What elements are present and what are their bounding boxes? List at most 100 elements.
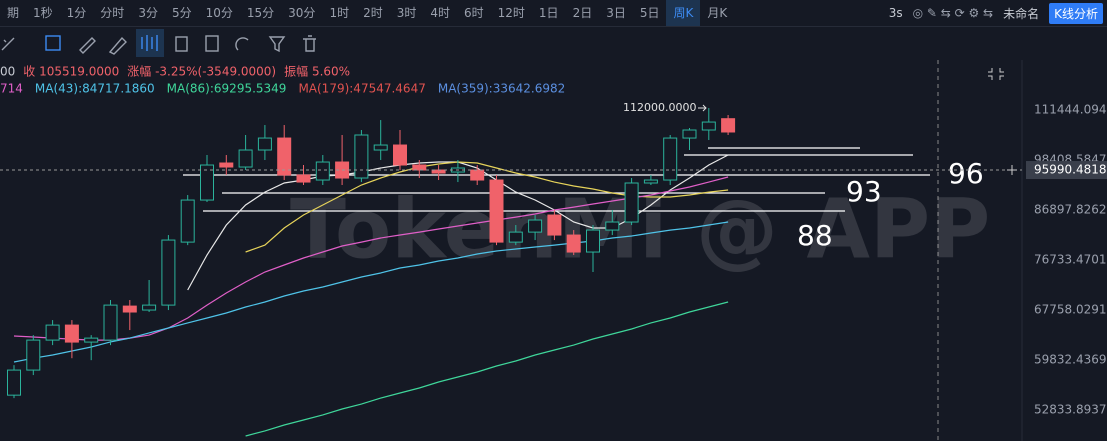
period[interactable]: 10分: [205, 6, 233, 20]
period[interactable]: 2时: [363, 6, 383, 20]
candle-body: [180, 199, 195, 243]
period[interactable]: 6时: [464, 6, 484, 20]
period[interactable]: 2日: [572, 6, 593, 20]
period[interactable]: 12时: [497, 6, 525, 20]
candle-body: [470, 169, 485, 181]
ma-line: [13, 221, 729, 363]
refresh[interactable]: 3s: [888, 6, 903, 20]
candle-body: [103, 304, 118, 341]
candle-body: [200, 164, 214, 201]
period[interactable]: 周K: [666, 0, 701, 26]
period[interactable]: 4时: [430, 6, 450, 20]
candle-body: [393, 144, 407, 166]
candle-body: [663, 137, 678, 181]
tool-icons: [1, 29, 316, 57]
current-price-box: [1026, 161, 1107, 180]
candle-body: [296, 174, 311, 183]
max-label: 112000.0000: [623, 101, 696, 114]
period[interactable]: 1分: [66, 6, 87, 20]
tool-line: [1, 37, 15, 51]
candle-body: [219, 162, 234, 168]
candle-body: [624, 182, 639, 223]
period[interactable]: 5日: [639, 6, 660, 20]
current-price-label: 95990.4818: [1034, 163, 1107, 177]
period[interactable]: 3时: [396, 6, 417, 20]
analysis-button[interactable]: K线分析: [1049, 2, 1103, 24]
candle-body: [45, 324, 60, 341]
candle-body: [682, 129, 697, 139]
period[interactable]: 分时: [100, 6, 125, 20]
y-tick-label: 86897.8262: [1034, 203, 1107, 217]
period[interactable]: 1秒: [33, 6, 53, 20]
ma-line: [245, 161, 729, 253]
legend-item: MA(179):47547.4647: [298, 82, 425, 96]
info-item: 涨幅 -3.25%(-3549.0000): [127, 64, 276, 79]
tool-filter[interactable]: [268, 36, 286, 53]
legend-item: MA(43):84717.1860: [35, 82, 155, 96]
legend-item: MA(86):69295.5349: [167, 82, 287, 96]
candle-body: [142, 304, 157, 311]
candle-body: [122, 305, 137, 313]
period-bar: 期 1秒 1分 分时 3分 5分 10分 15分 30分 1时 2时 3时 4时 6时 12时 1日 2日 3日 5…: [0, 0, 1107, 27]
candle-body: [26, 339, 41, 371]
period[interactable]: 30分: [288, 6, 316, 20]
info-item: 00: [0, 65, 15, 79]
annotation: 88: [797, 219, 833, 252]
tool-ruler[interactable]: [79, 37, 96, 54]
period[interactable]: 3分: [138, 6, 158, 20]
ma-line: [245, 301, 729, 437]
period[interactable]: 月K: [707, 6, 728, 20]
candle-body: [586, 229, 600, 253]
candle-body: [605, 221, 620, 231]
candle-body: [643, 179, 658, 184]
layout-name[interactable]: 未命名: [1003, 6, 1040, 21]
candle-body: [701, 121, 716, 131]
tool-cursor[interactable]: [45, 35, 61, 51]
crosshair-plus: [1007, 165, 1017, 176]
info-item: 收 105519.0000: [23, 65, 119, 79]
watermark: TokenMi @ APP: [290, 182, 990, 277]
candle-body: [84, 337, 99, 343]
candle-body: [7, 369, 21, 396]
tool-delete[interactable]: [303, 35, 316, 52]
y-tick-label: 52833.8937: [1034, 402, 1107, 416]
annotation: 93: [846, 175, 882, 208]
candle-body: [373, 144, 388, 151]
candle-body: [354, 134, 369, 179]
candle-body: [238, 149, 253, 168]
period[interactable]: 3日: [606, 6, 626, 20]
info-item: 振幅 5.60%: [284, 64, 350, 79]
period[interactable]: 1日: [538, 6, 559, 20]
tool-note[interactable]: [205, 35, 219, 52]
tool-pen[interactable]: [108, 36, 127, 55]
y-tick-label: 111444.0945: [1034, 103, 1107, 117]
candle-body: [566, 234, 581, 253]
tool-magnet[interactable]: [235, 37, 249, 51]
candle-body: [508, 231, 523, 243]
period[interactable]: 5分: [171, 6, 192, 20]
y-tick-label: 76733.4701: [1034, 253, 1107, 267]
tool-candles[interactable]: [141, 35, 158, 51]
candle-body: [721, 118, 736, 133]
candle-body: [489, 179, 504, 243]
period[interactable]: 15分: [246, 6, 275, 20]
period[interactable]: 期: [7, 6, 20, 20]
period[interactable]: 1时: [329, 6, 350, 20]
candle-body: [64, 324, 79, 343]
candle-body: [161, 239, 176, 306]
candle-body: [547, 214, 562, 236]
candle-body: [412, 164, 427, 171]
candle-body: [528, 219, 543, 233]
tool-active-bg: [136, 29, 164, 57]
toolbar-right: 3s ◎ ✎ ⇆ ⟳ ⚙ ⇆ 未命名 K线分析: [889, 0, 1103, 26]
max-arrow: [698, 104, 707, 112]
legend-item: MA(359):33642.6982: [438, 82, 565, 96]
fullscreen-icon[interactable]: [988, 68, 1004, 80]
candle-body: [315, 161, 330, 181]
tool-clipboard[interactable]: [175, 36, 188, 52]
y-tick-label: 67758.0291: [1034, 303, 1107, 317]
candle-body: [257, 137, 272, 151]
icons: ◎ ✎ ⇆ ⟳ ⚙ ⇆: [912, 6, 994, 20]
